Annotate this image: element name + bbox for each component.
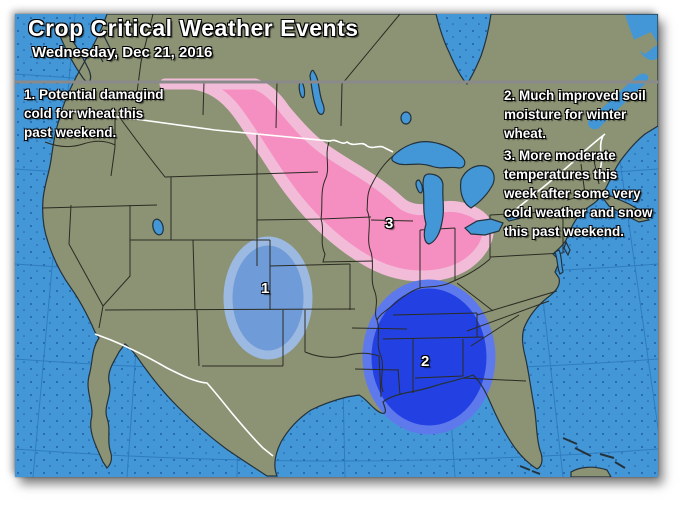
great-salt-lake (152, 218, 164, 236)
coast-outlines (42, 14, 658, 477)
state-borders (41, 14, 606, 398)
lake-erie (464, 218, 504, 236)
region-cold-band (159, 78, 494, 282)
islands (519, 437, 626, 475)
us-canada-border (59, 109, 394, 153)
annotation-cold-wheat: 1. Potential damagind cold for wheat thi… (24, 87, 164, 140)
us-mexico-border (94, 333, 274, 457)
delaware-bay (563, 240, 571, 257)
lake-michigan (422, 173, 444, 245)
annotation-soil-moisture: 2. Much improved soil moisture for winte… (504, 88, 646, 141)
cuba (570, 466, 612, 477)
region-soil-moisture (223, 236, 313, 360)
maine-border (598, 135, 606, 183)
lake-superior (391, 141, 466, 169)
date-subtitle: Wednesday, Dec 21, 2016 (32, 44, 213, 61)
lake-huron (459, 165, 495, 209)
lake-ontario (503, 210, 524, 222)
region-label-3: 3 (385, 215, 394, 232)
region-moderate-temps (362, 279, 496, 435)
annotation-moderate-temps: 3. More moderate temperatures this week … (504, 148, 653, 239)
st-lawrence-border (514, 133, 606, 211)
map-graphic (15, 14, 658, 477)
lake-of-the-woods (400, 111, 412, 125)
region-label-1: 1 (261, 280, 270, 297)
page-title: Crop Critical Weather Events (28, 15, 359, 41)
region-label-2: 2 (421, 353, 430, 370)
chesapeake-bay (554, 249, 564, 275)
international-borders (59, 109, 606, 457)
lakes (152, 69, 571, 275)
green-bay (415, 179, 423, 194)
crop-weather-map: Crop Critical Weather Events Wednesday, … (15, 14, 658, 477)
newfoundland (633, 32, 658, 54)
